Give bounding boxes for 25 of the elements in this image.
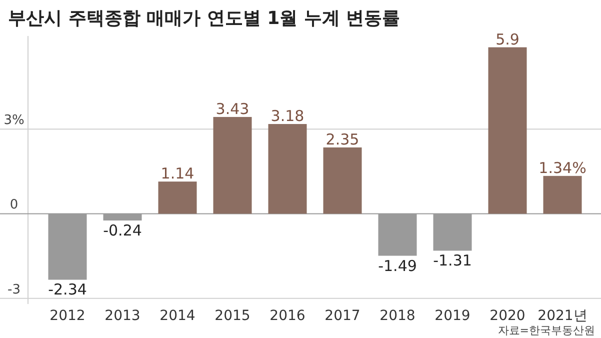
data-label: 2.35 [326,130,360,148]
y-tick-label: 3% [4,113,24,128]
x-tick-label: 2014 [160,308,196,324]
x-tick-label: 2020 [490,308,526,324]
y-tick-label: -3 [8,282,20,298]
data-label: -1.31 [433,252,472,270]
data-label: -0.24 [103,221,142,240]
data-label: 3.18 [270,107,304,126]
x-tick-label: 2015 [214,308,250,324]
x-tick-label: 2018 [380,308,416,324]
data-label: 1.14 [160,164,194,183]
x-tick-label: 2013 [104,308,140,324]
x-tick-label: 2012 [50,308,86,324]
data-label: 5.9 [496,30,520,48]
x-tick-label: 2016 [270,308,306,324]
data-label: 1.34% [538,158,586,177]
x-tick-label: 2021년 [538,308,588,324]
data-label: -1.49 [378,256,417,275]
data-label: -2.34 [48,280,87,299]
y-tick-label: 0 [10,198,18,213]
x-tick-label: 2017 [324,308,360,324]
x-tick-label: 2019 [434,308,470,324]
chart-title: 부산시 주택종합 매매가 연도별 1월 누계 변동률 [8,8,400,29]
data-label: 3.43 [216,100,250,118]
text: 자료=한국부동산원 [498,324,595,337]
